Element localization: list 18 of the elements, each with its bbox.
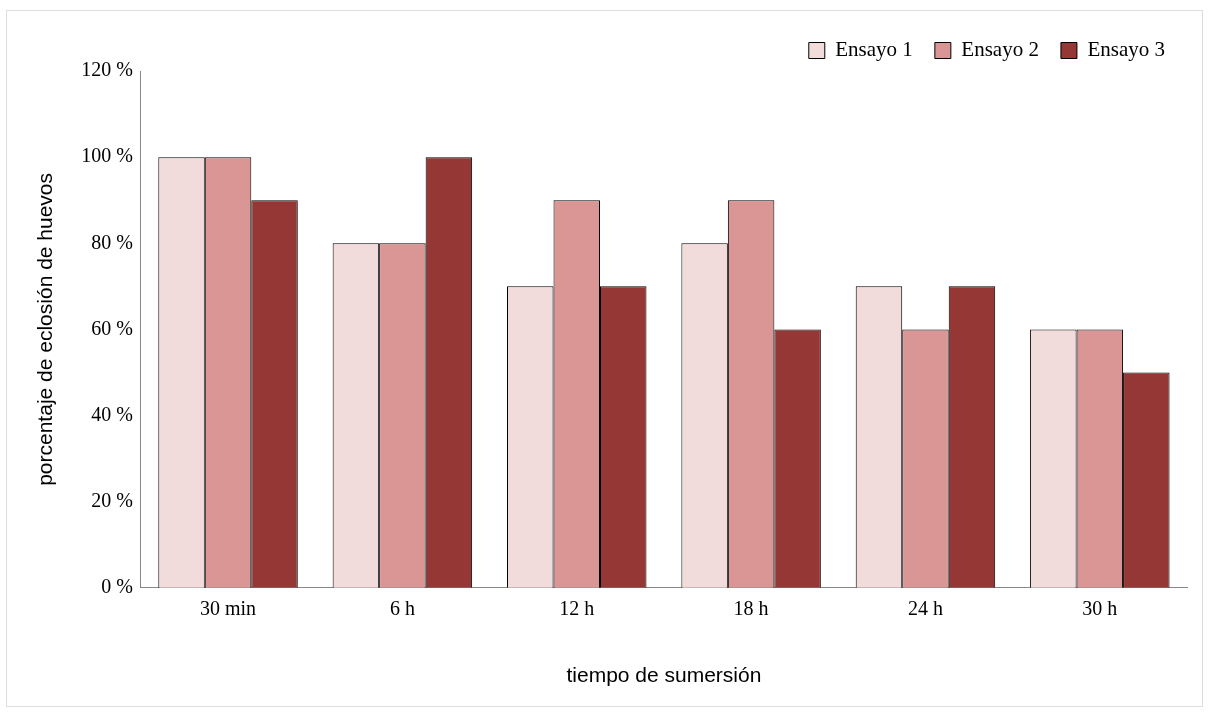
x-tick-label: 30 min	[199, 597, 257, 620]
y-tick-label: 120 %	[81, 58, 133, 81]
y-tick-label: 0 %	[101, 575, 133, 598]
legend-label: Ensayo 3	[1087, 37, 1166, 62]
y-tick-label: 20 %	[91, 488, 133, 511]
y-tick-label: 40 %	[91, 402, 133, 425]
y-axis-title: porcentaje de eclosión de huevos	[33, 172, 57, 486]
x-tick-label: 18 h	[733, 597, 769, 620]
x-axis-title: tiempo de sumersión	[566, 663, 762, 687]
x-tick-label: 24 h	[907, 597, 943, 620]
legend-label: Ensayo 2	[961, 37, 1039, 62]
x-tick-label: 12 h	[559, 597, 595, 620]
x-tick-label: 30 h	[1082, 597, 1118, 620]
y-tick-label: 80 %	[91, 230, 133, 253]
y-tick-label: 100 %	[81, 144, 133, 167]
x-tick-label: 6 h	[389, 597, 415, 620]
legend-label: Ensayo 1	[835, 37, 913, 62]
y-tick-label: 60 %	[91, 316, 133, 339]
